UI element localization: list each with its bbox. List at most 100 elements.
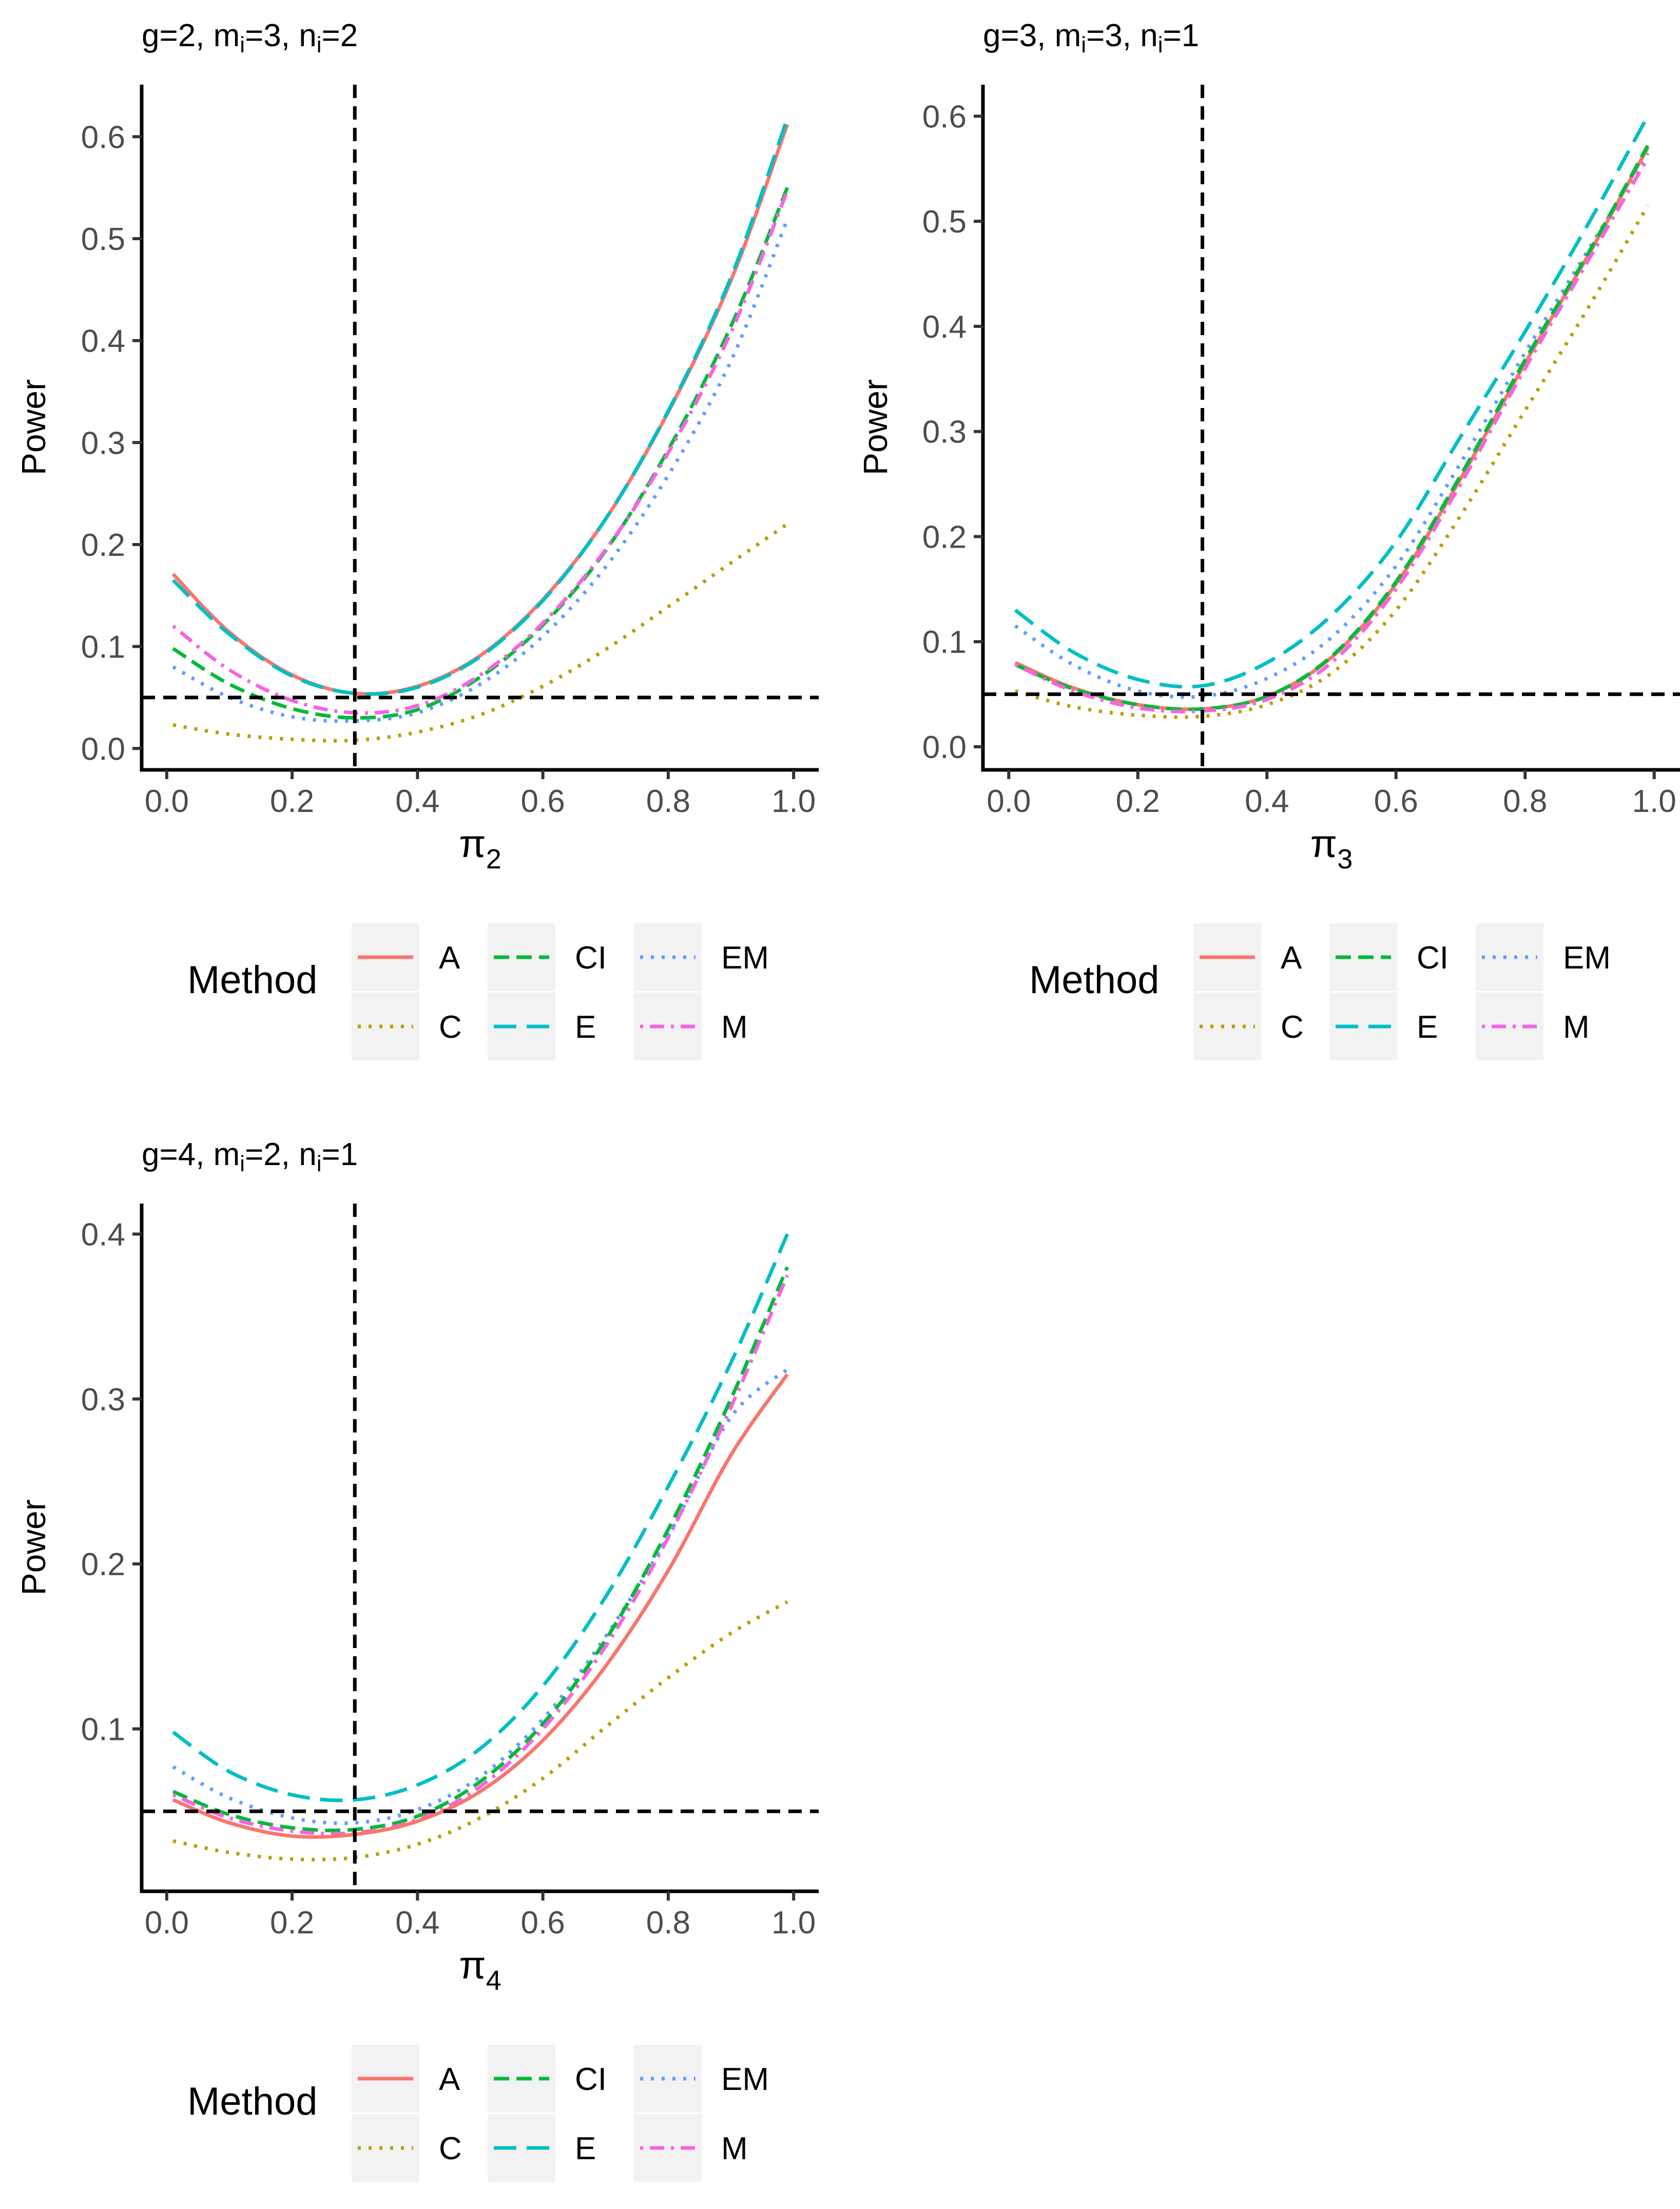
x-tick-label: 0.6 [1374,784,1418,819]
legend-label-A: A [439,940,460,976]
y-tick-label: 0.6 [922,99,967,134]
legend-label-CI: CI [575,940,607,976]
legend-label-M: M [721,1010,748,1045]
series-line-A [1014,147,1650,711]
legend-title: Method [187,958,318,1002]
series-line-M [172,1274,789,1836]
series-group [172,1233,789,1862]
legend-key-bg [1476,923,1543,991]
legend-key-bg [634,923,702,991]
x-tick-label: 1.0 [771,784,816,819]
x-axis-label: π4 [459,1944,501,1996]
legend-label-C: C [1281,1010,1304,1045]
series-line-CI [172,187,789,720]
title-g: g=4 [142,1137,196,1172]
series-line-EM [172,218,789,723]
chart-panel-2: g=3, mi=3, ni=10.00.10.20.30.40.50.60.0 0… [856,18,1680,1060]
y-tick-label: 0.1 [81,1712,125,1747]
legend-label-E: E [1417,1010,1438,1045]
legend-label-CI: CI [1417,940,1449,976]
x-axis-label-sub: 2 [486,844,501,875]
series-line-C [172,522,788,743]
x-tick-label: 0.4 [395,784,439,819]
x-tick-label: 1.0 [1632,784,1676,819]
legend-label-EM: EM [1563,940,1611,976]
x-axis-label: π3 [1310,822,1353,875]
chart-title: g=2, mi=3, ni=2 [142,18,358,57]
title-m-sub: i [240,1151,245,1176]
x-tick-label: 0.8 [646,1905,690,1941]
series-line-M [1014,157,1650,713]
chart-title: g=3, mi=3, ni=1 [983,18,1199,57]
legend-label-C: C [439,2131,462,2166]
title-n-sub: i [317,1151,322,1176]
x-tick-label: 0.0 [987,784,1031,819]
legend-label-A: A [1281,940,1302,976]
y-tick-label: 0.3 [922,415,967,450]
x-tick-label: 0.0 [145,1905,189,1941]
series-line-CI [172,1266,789,1832]
legend-label-M: M [1563,1010,1590,1045]
y-tick-label: 0.5 [81,222,125,257]
title-n-sub: i [1158,32,1163,57]
title-m-val: =3 [1086,18,1123,53]
y-axis-label: Power [856,379,894,475]
x-tick-label: 0.8 [1503,784,1547,819]
title-sep: , [1123,18,1140,53]
y-axis-label: Power [14,379,52,475]
series-group [1014,115,1650,719]
series-line-C [172,1600,788,1862]
legend-label-CI: CI [575,2062,607,2097]
y-tick-label: 0.4 [922,309,967,345]
series-line-E [172,1233,789,1803]
legend-label-E: E [575,2131,596,2166]
series-line-EM [172,1368,789,1825]
title-n-val: =2 [321,18,358,53]
title-sep: , [196,1137,213,1172]
y-tick-label: 0.1 [81,630,125,665]
y-tick-label: 0.3 [81,425,125,461]
title-n: n [299,18,316,53]
series-line-M [171,190,789,715]
title-m: m [1055,18,1082,53]
y-tick-label: 0.2 [81,1547,125,1582]
x-axis-label-symbol: π [459,1944,486,1987]
y-tick-label: 0.1 [922,625,967,660]
y-tick-label: 0.5 [922,204,967,240]
y-tick-label: 0.0 [81,731,125,767]
series-group [171,118,789,743]
title-m-val: =3 [245,18,281,53]
series-line-CI [1014,145,1650,711]
y-tick-label: 0.2 [81,528,125,563]
x-axis-label-symbol: π [459,822,486,866]
title-g: g=2 [142,18,196,53]
legend-label-EM: EM [721,2062,769,2097]
legend-label-C: C [439,1010,462,1045]
x-tick-label: 0.2 [270,1905,314,1941]
y-tick-label: 0.6 [81,120,125,155]
x-tick-label: 0.8 [646,784,690,819]
y-tick-label: 0.0 [922,730,967,765]
x-tick-label: 0.2 [1116,784,1160,819]
series-line-EM [1014,152,1650,699]
title-n: n [1140,18,1157,53]
x-tick-label: 0.4 [1245,784,1289,819]
legend: Method AC CI E EM M [187,2045,769,2182]
y-tick-label: 0.4 [81,324,125,359]
chart-panel-3: g=4, mi=2, ni=10.10.20.30.40.0 0.2 0.4 0.6 0… [14,1137,819,2182]
x-tick-label: 0.2 [270,784,314,819]
legend-label-E: E [575,1010,596,1045]
y-tick-label: 0.4 [81,1217,125,1252]
legend-key-bg [634,2045,702,2113]
title-n-val: =1 [1163,18,1199,53]
x-tick-label: 0.4 [395,1905,439,1941]
title-n-sub: i [317,32,322,57]
y-axis-label: Power [14,1499,52,1595]
title-n-val: =1 [321,1137,358,1172]
title-m-val: =2 [245,1137,281,1172]
x-tick-label: 1.0 [771,1905,816,1941]
x-tick-label: 0.6 [521,1905,565,1941]
title-sep: , [281,18,299,53]
series-line-A [172,1373,789,1839]
